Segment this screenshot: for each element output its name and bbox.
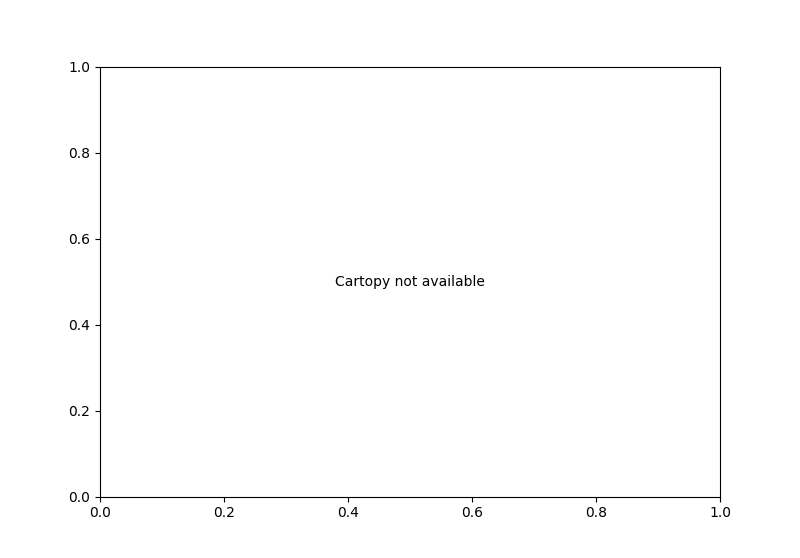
Text: Cartopy not available: Cartopy not available <box>335 275 485 289</box>
